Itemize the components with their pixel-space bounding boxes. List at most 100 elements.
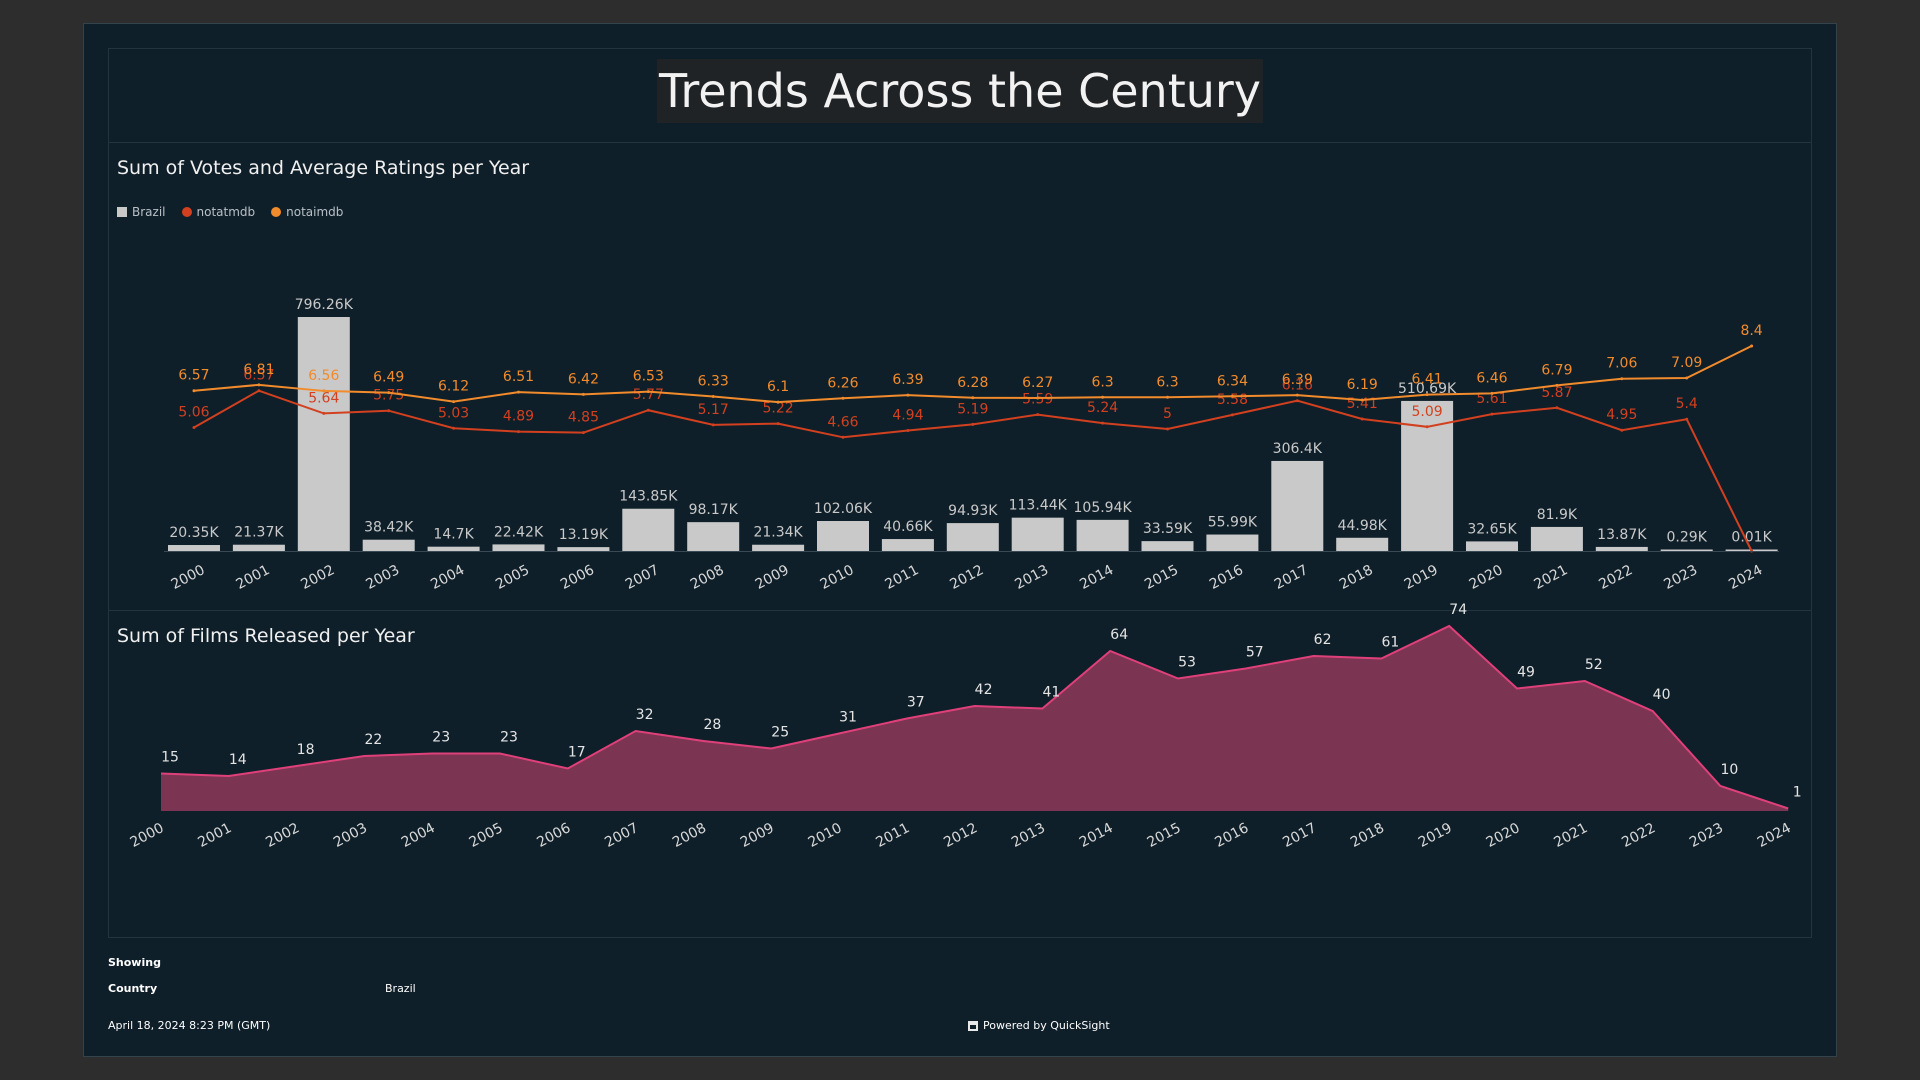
area-fill [161,626,1789,811]
point-notatmdb [1620,428,1624,432]
bar-label: 796.26K [295,297,354,313]
bar-label: 510.69K [1398,381,1457,397]
films-released-chart-svg[interactable]: 15 14 18 22 23 23 17 32 28 25 31 37 42 41 64 53 57 62 61 74… [109,602,1813,937]
point-notaimdb [387,391,391,395]
point-label-notatmdb: 5.24 [1087,400,1118,416]
bar-label: 20.35K [169,525,219,541]
films-released-chart-panel[interactable]: Sum of Films Released per Year 15 14 18 22 2… [109,602,1813,937]
bar-label: 21.37K [234,525,284,541]
bar-2003 [362,539,415,551]
point-label-notatmdb: 5.22 [763,401,794,417]
votes-ratings-legend[interactable]: Brazil notatmdb notaimdb [117,205,343,219]
title-panel: Trends Across the Century [109,49,1811,143]
x-tick-label: 2009 [753,562,792,593]
point-label-notatmdb: 4.66 [827,414,858,430]
x-tick-label: 2015 [1142,562,1181,593]
bar-2020 [1466,541,1518,551]
point-notatmdb [517,430,520,434]
point-label-notaimdb: 6.57 [178,368,209,384]
x-tick-label: 2013 [1009,820,1048,851]
bar-2013 [1011,517,1064,551]
page-title: Trends Across the Century [656,59,1264,123]
bar-label: 102.06K [814,501,873,517]
point-label-notatmdb: 5.03 [438,405,469,421]
point-notaimdb [1425,393,1429,397]
legend-dot-icon [271,207,282,217]
legend-item-notaimdb[interactable]: notaimdb [271,205,343,219]
x-tick-label: 2024 [1755,820,1794,851]
point-notatmdb [1685,417,1689,421]
area-data-label: 17 [568,745,586,761]
dashboard-frame: Trends Across the Century Sum of Votes a… [83,23,1837,1057]
bar-label: 306.4K [1273,441,1323,457]
votes-ratings-chart-panel[interactable]: Sum of Votes and Average Ratings per Yea… [109,143,1811,611]
bar-label: 32.65K [1467,521,1517,537]
x-tick-label: 2022 [1596,562,1635,593]
films-released-chart-title: Sum of Films Released per Year [117,625,415,647]
area-data-label: 22 [364,732,382,748]
area-data-label: 28 [703,717,721,733]
x-tick-label: 2001 [234,562,273,593]
x-tick-label: 2001 [195,820,234,851]
point-notaimdb [971,396,975,400]
point-label-notatmdb: 5.87 [1541,385,1572,401]
point-label-notatmdb: 5.09 [1412,404,1443,420]
bar-label: 113.44K [1009,498,1068,514]
x-tick-label: 2016 [1207,562,1246,593]
point-notaimdb [192,389,196,393]
timestamp: April 18, 2024 8:23 PM (GMT) [108,1019,271,1032]
point-notaimdb [1490,391,1494,395]
point-notatmdb [1425,425,1429,429]
point-notatmdb [1101,421,1105,425]
x-tick-label: 2008 [688,562,727,593]
area-data-label: 64 [1110,627,1128,643]
point-notaimdb [1166,395,1169,399]
point-notaimdb [906,393,910,397]
x-tick-label: 2000 [128,820,167,851]
votes-ratings-chart-svg[interactable]: 20.35K 21.37K 796.26K 38.42K 14.7K 22.42K 13.1… [109,143,1813,611]
bar-label: 0.01K [1731,530,1772,546]
point-label-notatmdb: 5.59 [1022,392,1053,408]
x-tick-label: 2016 [1212,820,1251,851]
point-notatmdb [971,422,975,426]
point-label-notaimdb: 6.19 [1347,377,1378,393]
x-tick-label: 2000 [169,562,208,593]
x-tick-label: 2020 [1484,820,1523,851]
point-label-notatmdb: 4.94 [892,407,923,423]
point-notatmdb [1295,399,1299,403]
showing-label: Showing [108,956,161,969]
legend-item-brazil[interactable]: Brazil [117,205,166,219]
bar-2014 [1076,519,1129,551]
point-label-notatmdb: 5.75 [373,388,404,404]
bar-2023 [1660,549,1713,551]
point-notatmdb [192,426,196,430]
x-tick-label: 2017 [1280,820,1319,851]
area-data-label: 18 [297,742,315,758]
x-tick-label: 2019 [1416,820,1455,851]
country-label: Country [108,982,158,995]
point-notaimdb [517,390,520,394]
point-notatmdb [1360,417,1364,421]
point-label-notatmdb: 4.95 [1606,407,1637,423]
x-tick-label: 2020 [1467,562,1506,593]
point-notatmdb [776,422,780,426]
x-tick-label: 2010 [818,562,857,593]
x-tick-label: 2012 [947,562,986,593]
x-tick-label: 2005 [467,820,506,851]
x-tick-label: 2006 [534,820,573,851]
point-label-notaimdb: 6.27 [1022,375,1053,391]
point-notaimdb [1555,383,1559,387]
point-label-notatmdb: 4.89 [503,409,534,425]
legend-item-notatmdb[interactable]: notatmdb [181,205,255,219]
x-tick-label: 2007 [623,562,662,593]
bar-label: 105.94K [1074,500,1133,516]
point-notatmdb [257,389,261,393]
bar-label: 55.99K [1208,515,1258,531]
area-data-label: 32 [636,707,654,723]
bar-2010 [817,521,869,551]
x-tick-label: 2004 [399,820,438,851]
point-label-notaimdb: 6.81 [243,362,274,378]
powered-by[interactable]: Powered by QuickSight [968,1019,1110,1032]
point-notaimdb [646,390,650,394]
bar-2002 [297,317,350,551]
